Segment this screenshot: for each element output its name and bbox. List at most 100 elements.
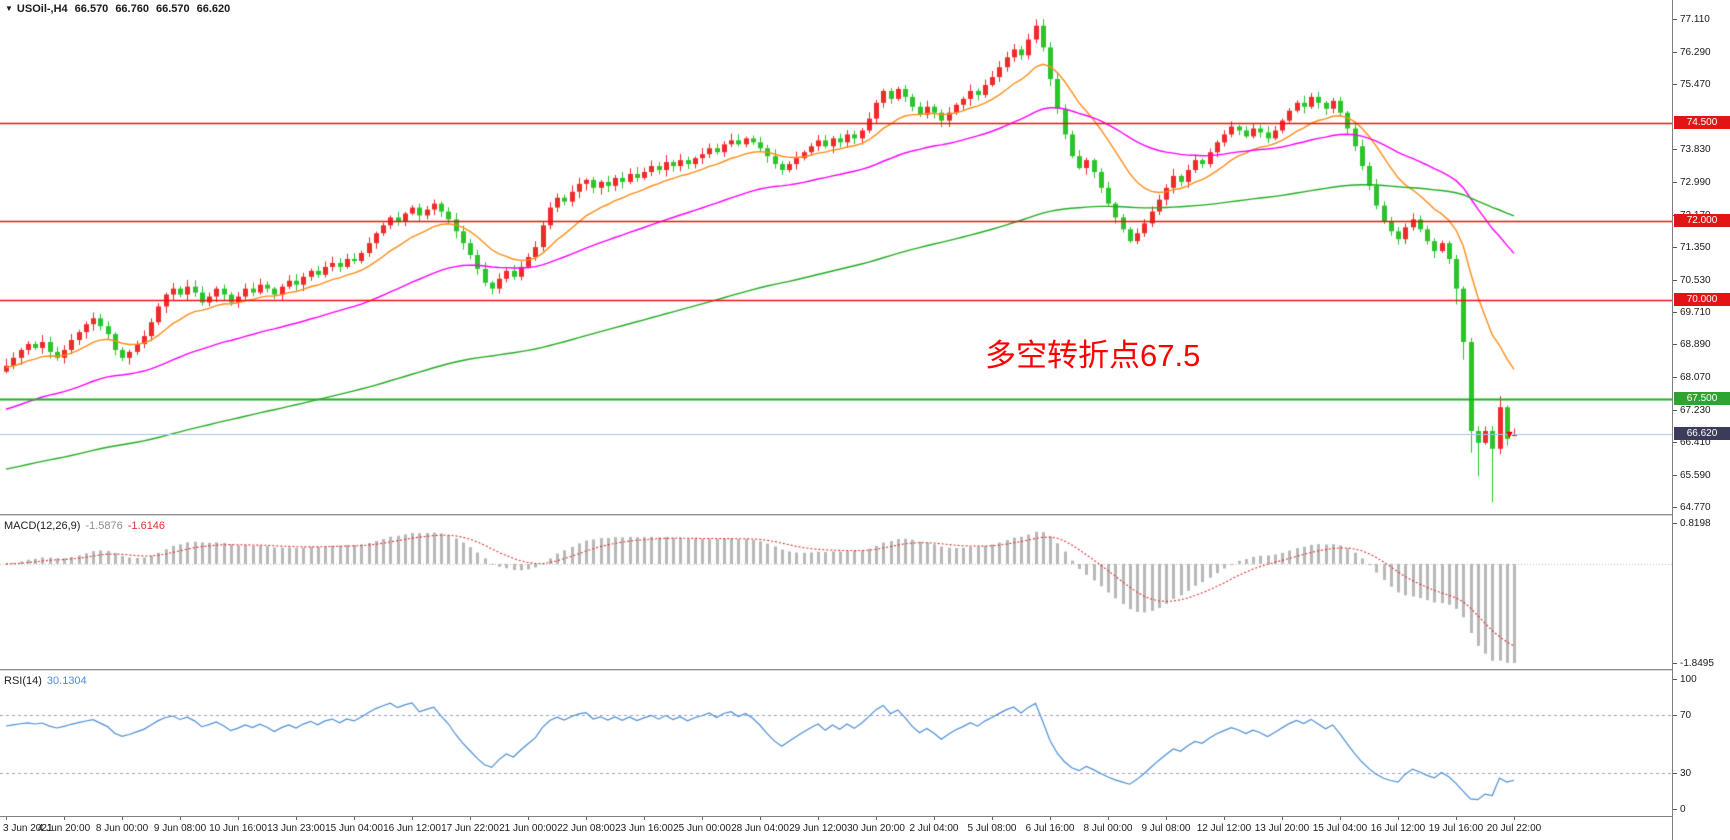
time-axis-label: 8 Jul 00:00 bbox=[1083, 823, 1133, 834]
rsi-panel[interactable]: RSI(14) 30.1304 bbox=[0, 672, 1672, 816]
time-axis-label: 13 Jul 20:00 bbox=[1254, 823, 1310, 834]
rsi-canvas[interactable] bbox=[0, 672, 1672, 816]
time-axis-label: 22 Jun 08:00 bbox=[557, 823, 615, 834]
chart-quote-header: ▼ USOil-,H4 66.570 66.760 66.570 66.620 bbox=[5, 3, 237, 15]
axis-tick-mark bbox=[1673, 52, 1677, 53]
macd-signal-value: -1.6146 bbox=[127, 520, 166, 532]
axis-tick-mark bbox=[1673, 149, 1677, 150]
hline-price-tag: 67.500 bbox=[1674, 392, 1730, 405]
time-axis[interactable]: 3 Jun 2021 4 Jun 20:00 8 Jun 00:00 9 Jun 08… bbox=[0, 816, 1730, 840]
axis-tick-mark bbox=[1673, 773, 1677, 774]
macd-label: MACD(12,26,9) bbox=[4, 520, 81, 532]
axis-tick-label: 68.890 bbox=[1680, 339, 1711, 350]
axis-tick-label: 68.070 bbox=[1680, 372, 1711, 383]
time-axis-label: 28 Jun 04:00 bbox=[731, 823, 789, 834]
candlestick-canvas[interactable] bbox=[0, 0, 1672, 514]
axis-tick-label: 69.710 bbox=[1680, 307, 1711, 318]
time-tick-mark bbox=[6, 817, 7, 820]
quote-low: 66.570 bbox=[155, 3, 190, 15]
macd-panel[interactable]: MACD(12,26,9) -1.5876 -1.6146 bbox=[0, 517, 1672, 669]
axis-tick-label: 70 bbox=[1680, 710, 1692, 721]
time-axis-label: 17 Jun 22:00 bbox=[441, 823, 499, 834]
time-tick-mark bbox=[644, 817, 645, 820]
macd-canvas[interactable] bbox=[0, 517, 1672, 669]
rsi-label: RSI(14) bbox=[4, 675, 42, 687]
quote-close: 66.620 bbox=[196, 3, 231, 15]
axis-tick-label: 30 bbox=[1680, 768, 1692, 779]
time-axis-label: 12 Jul 12:00 bbox=[1196, 823, 1252, 834]
axis-tick-mark bbox=[1673, 280, 1677, 281]
time-tick-mark bbox=[1456, 817, 1457, 820]
panel-separator[interactable] bbox=[0, 669, 1730, 671]
time-tick-mark bbox=[296, 817, 297, 820]
axis-tick-label: 0.8198 bbox=[1680, 518, 1711, 529]
axis-tick-label: 66.410 bbox=[1680, 437, 1711, 448]
axis-tick-label: 72.990 bbox=[1680, 177, 1711, 188]
axis-tick-mark bbox=[1673, 344, 1677, 345]
axis-tick-label: 0 bbox=[1680, 804, 1686, 815]
time-tick-mark bbox=[934, 817, 935, 820]
hline-price-tag: 72.000 bbox=[1674, 214, 1730, 227]
axis-tick-label: 76.290 bbox=[1680, 47, 1711, 58]
time-axis-label: 30 Jun 20:00 bbox=[847, 823, 905, 834]
hline-price-tag: 70.000 bbox=[1674, 293, 1730, 306]
time-tick-mark bbox=[238, 817, 239, 820]
symbol-timeframe-label: USOil-,H4 bbox=[16, 3, 68, 15]
hline-price-tag: 74.500 bbox=[1674, 116, 1730, 129]
time-axis-label: 23 Jun 16:00 bbox=[615, 823, 673, 834]
time-tick-mark bbox=[876, 817, 877, 820]
macd-label-row: MACD(12,26,9) -1.5876 -1.6146 bbox=[4, 520, 170, 532]
time-axis-label: 6 Jul 16:00 bbox=[1025, 823, 1075, 834]
price-down-arrow-icon: ▼ bbox=[1504, 429, 1515, 441]
time-axis-label: 5 Jul 08:00 bbox=[967, 823, 1017, 834]
axis-tick-mark bbox=[1673, 715, 1677, 716]
time-axis-label: 10 Jun 16:00 bbox=[209, 823, 267, 834]
time-tick-mark bbox=[180, 817, 181, 820]
time-axis-label: 29 Jun 12:00 bbox=[789, 823, 847, 834]
time-tick-mark bbox=[1398, 817, 1399, 820]
axis-tick-mark bbox=[1673, 507, 1677, 508]
axis-tick-mark bbox=[1673, 377, 1677, 378]
price-axis[interactable]: 77.11076.29075.47073.83072.99072.17071.3… bbox=[1672, 0, 1730, 840]
time-axis-label: 9 Jul 08:00 bbox=[1141, 823, 1191, 834]
panel-separator[interactable] bbox=[0, 514, 1730, 516]
symbol-dropdown-icon[interactable]: ▼ bbox=[5, 4, 13, 13]
axis-tick-mark bbox=[1673, 19, 1677, 20]
quote-high: 66.760 bbox=[115, 3, 149, 15]
axis-tick-mark bbox=[1673, 475, 1677, 476]
time-tick-mark bbox=[412, 817, 413, 820]
axis-tick-mark bbox=[1673, 410, 1677, 411]
time-axis-label: 21 Jun 00:00 bbox=[499, 823, 557, 834]
time-tick-mark bbox=[1224, 817, 1225, 820]
time-tick-mark bbox=[1514, 817, 1515, 820]
time-axis-label: 2 Jul 04:00 bbox=[909, 823, 959, 834]
time-axis-label: 4 Jun 20:00 bbox=[37, 823, 91, 834]
axis-tick-mark bbox=[1673, 663, 1677, 664]
time-axis-label: 15 Jun 04:00 bbox=[325, 823, 383, 834]
axis-tick-label: 67.230 bbox=[1680, 405, 1711, 416]
time-tick-mark bbox=[64, 817, 65, 820]
time-tick-mark bbox=[1108, 817, 1109, 820]
macd-main-value: -1.5876 bbox=[85, 520, 123, 532]
time-axis-label: 3 Jun 2021 bbox=[3, 823, 53, 834]
time-tick-mark bbox=[1340, 817, 1341, 820]
axis-tick-label: 70.530 bbox=[1680, 275, 1711, 286]
axis-tick-mark bbox=[1673, 312, 1677, 313]
axis-tick-label: 64.770 bbox=[1680, 502, 1711, 513]
time-tick-mark bbox=[586, 817, 587, 820]
time-axis-label: 8 Jun 00:00 bbox=[95, 823, 149, 834]
axis-tick-mark bbox=[1673, 679, 1677, 680]
axis-tick-mark bbox=[1673, 247, 1677, 248]
time-tick-mark bbox=[354, 817, 355, 820]
time-axis-label: 16 Jun 12:00 bbox=[383, 823, 441, 834]
price-chart-panel[interactable]: ▼ USOil-,H4 66.570 66.760 66.570 66.620 多空转折点… bbox=[0, 0, 1672, 514]
axis-tick-label: 100 bbox=[1680, 674, 1697, 685]
time-axis-label: 25 Jun 00:00 bbox=[673, 823, 731, 834]
time-tick-mark bbox=[818, 817, 819, 820]
time-tick-mark bbox=[992, 817, 993, 820]
time-tick-mark bbox=[760, 817, 761, 820]
annotation-text[interactable]: 多空转折点67.5 bbox=[985, 338, 1201, 373]
time-tick-mark bbox=[1050, 817, 1051, 820]
rsi-value: 30.1304 bbox=[46, 675, 87, 687]
time-tick-mark bbox=[528, 817, 529, 820]
